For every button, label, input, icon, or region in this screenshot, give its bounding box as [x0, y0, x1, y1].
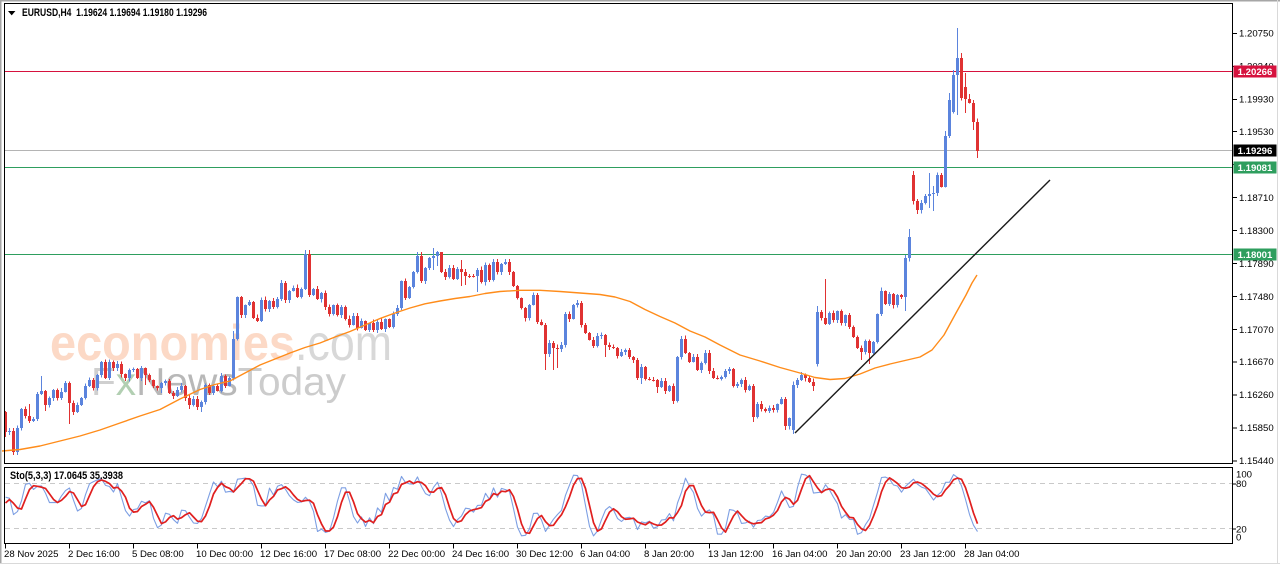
svg-text:1.15850: 1.15850 — [1239, 423, 1274, 434]
svg-text:6 Jan 04:00: 6 Jan 04:00 — [580, 549, 630, 560]
svg-text:5 Dec 08:00: 5 Dec 08:00 — [132, 549, 184, 560]
svg-text:1.19296: 1.19296 — [1238, 146, 1273, 157]
svg-text:24 Dec 16:00: 24 Dec 16:00 — [452, 549, 509, 560]
svg-text:1.17890: 1.17890 — [1239, 259, 1274, 270]
svg-text:0: 0 — [1236, 533, 1241, 544]
svg-text:13 Jan 12:00: 13 Jan 12:00 — [708, 549, 763, 560]
svg-text:1.15440: 1.15440 — [1239, 456, 1274, 467]
svg-text:8 Jan 20:00: 8 Jan 20:00 — [644, 549, 694, 560]
svg-text:1.19530: 1.19530 — [1239, 127, 1274, 138]
svg-text:economies: economies — [50, 315, 295, 371]
svg-text:23 Jan 12:00: 23 Jan 12:00 — [900, 549, 955, 560]
svg-text:20: 20 — [1236, 524, 1247, 535]
svg-text:1.20750: 1.20750 — [1239, 29, 1274, 40]
svg-text:1.18001: 1.18001 — [1238, 250, 1273, 261]
svg-text:28 Nov 2025: 28 Nov 2025 — [4, 549, 58, 560]
svg-text:1.18300: 1.18300 — [1239, 226, 1274, 237]
svg-text:30 Dec 12:00: 30 Dec 12:00 — [516, 549, 573, 560]
svg-text:16 Jan 04:00: 16 Jan 04:00 — [772, 549, 827, 560]
svg-text:12 Dec 16:00: 12 Dec 16:00 — [260, 549, 317, 560]
svg-text:1.17070: 1.17070 — [1239, 325, 1274, 336]
svg-text:10 Dec 00:00: 10 Dec 00:00 — [196, 549, 253, 560]
svg-text:1.16260: 1.16260 — [1239, 390, 1274, 401]
svg-text:2 Dec 16:00: 2 Dec 16:00 — [68, 549, 120, 560]
svg-text:1.19930: 1.19930 — [1239, 95, 1274, 106]
svg-text:1.16670: 1.16670 — [1239, 357, 1274, 368]
svg-text:100: 100 — [1236, 469, 1252, 480]
svg-text:80: 80 — [1236, 479, 1247, 490]
svg-text:Sto(5,3,3) 17.0645 35.3938: Sto(5,3,3) 17.0645 35.3938 — [10, 470, 123, 482]
svg-text:28 Jan 04:00: 28 Jan 04:00 — [964, 549, 1019, 560]
svg-text:1.17480: 1.17480 — [1239, 292, 1274, 303]
svg-text:.com: .com — [295, 315, 392, 371]
svg-text:1.20266: 1.20266 — [1238, 67, 1273, 78]
svg-text:EURUSD,H4 1.19624 1.19694 1.1: EURUSD,H4 1.19624 1.19694 1.19180 1.1929… — [22, 7, 207, 19]
svg-text:1.18710: 1.18710 — [1239, 193, 1274, 204]
svg-text:1.19081: 1.19081 — [1238, 163, 1273, 174]
svg-text:20 Jan 20:00: 20 Jan 20:00 — [836, 549, 891, 560]
svg-text:17 Dec 08:00: 17 Dec 08:00 — [324, 549, 381, 560]
svg-text:22 Dec 00:00: 22 Dec 00:00 — [388, 549, 445, 560]
